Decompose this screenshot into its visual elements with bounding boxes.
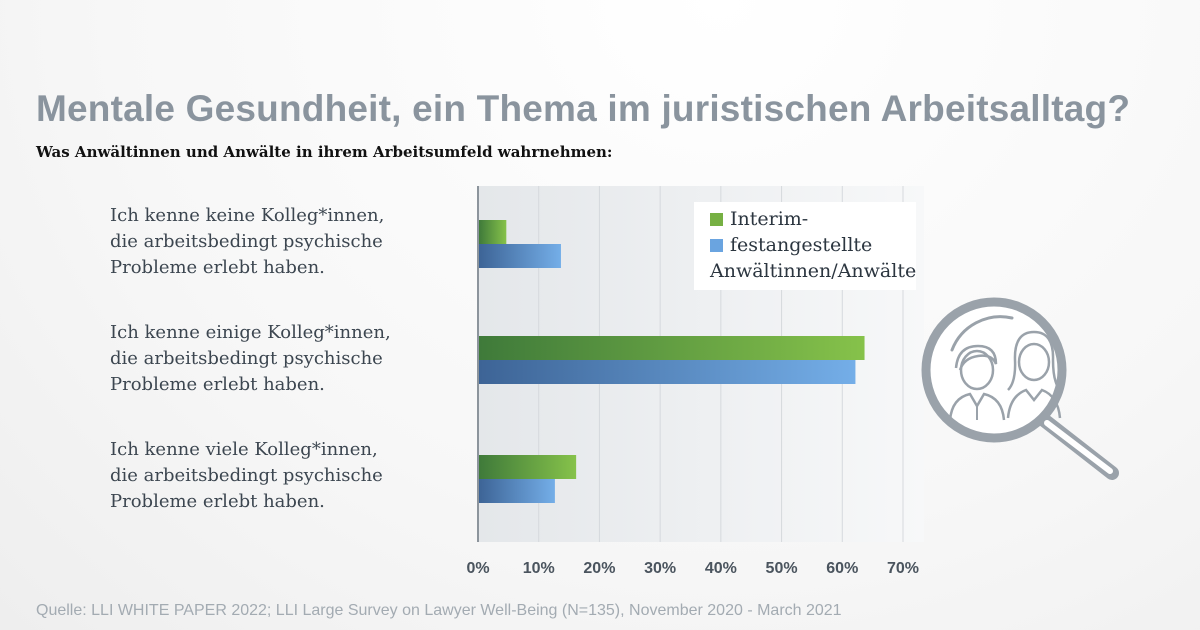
category-label-line: Ich kenne einige Kolleg*innen, (110, 322, 391, 343)
category-label-line: die arbeitsbedingt psychische (110, 348, 383, 369)
legend-swatch-green (710, 212, 723, 226)
category-label-viele: Ich kenne viele Kolleg*innen, die arbeit… (110, 437, 450, 515)
x-tick-label: 50% (766, 560, 798, 577)
bar-festangestellte (479, 479, 555, 503)
x-tick-label: 20% (583, 560, 615, 577)
x-tick-label: 30% (644, 560, 676, 577)
category-label-einige: Ich kenne einige Kolleg*innen, die arbei… (110, 320, 450, 398)
bar-festangestellte (479, 360, 856, 384)
magnifier-people-icon (921, 297, 1119, 480)
chart-title: Mentale Gesundheit, ein Thema im juristi… (36, 88, 1131, 129)
category-label-line: die arbeitsbedingt psychische (110, 231, 383, 252)
category-label-keine: Ich kenne keine Kolleg*innen, die arbeit… (110, 203, 450, 281)
chart-legend: Interim- festangestellte Anwältinnen/Anw… (694, 202, 916, 290)
x-tick-label: 60% (826, 560, 858, 577)
chart-subtitle: Was Anwältinnen und Anwälte in ihrem Arb… (36, 143, 613, 161)
source-note: Quelle: LLI WHITE PAPER 2022; LLI Large … (36, 602, 842, 619)
category-label-line: Probleme erlebt haben. (110, 257, 325, 278)
bar-interim (479, 220, 507, 244)
legend-entry-anwaelte: Anwältinnen/Anwälte (710, 260, 917, 282)
bar-interim (479, 336, 865, 360)
category-label-line: die arbeitsbedingt psychische (110, 465, 383, 486)
bar-interim (479, 455, 577, 479)
legend-entry-festangestellte: festangestellte (730, 234, 873, 256)
bar-festangestellte (479, 244, 561, 268)
legend-swatch-blue (710, 238, 723, 252)
category-label-line: Probleme erlebt haben. (110, 374, 325, 395)
x-tick-label: 0% (466, 560, 489, 577)
x-tick-label: 70% (887, 560, 919, 577)
category-label-line: Probleme erlebt haben. (110, 491, 325, 512)
legend-entry-interim: Interim- (730, 208, 809, 230)
x-tick-label: 40% (705, 560, 737, 577)
x-tick-label: 10% (523, 560, 555, 577)
category-label-line: Ich kenne keine Kolleg*innen, (110, 205, 385, 226)
category-label-line: Ich kenne viele Kolleg*innen, (110, 439, 378, 460)
